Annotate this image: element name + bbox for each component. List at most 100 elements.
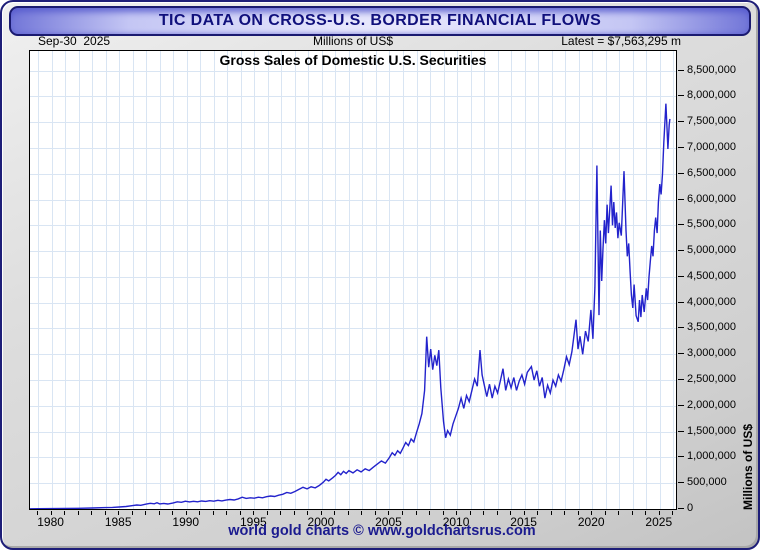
x-tick-label: 1995 [239,515,267,529]
x-tick [239,511,241,515]
window-titlebar: TIC DATA ON CROSS-U.S. BORDER FINANCIAL … [9,6,751,36]
y-tick-label: 6,000,000 [687,192,736,205]
credit-link[interactable]: world gold charts © www.goldchartsrus.co… [228,523,536,539]
y-tick [678,146,684,148]
y-tick [678,404,684,406]
x-tick [402,511,403,515]
x-tick [429,511,431,515]
x-tick [334,511,336,515]
y-tick [678,379,684,381]
y-tick-label: 500,000 [687,476,727,489]
x-tick [631,511,633,515]
y-tick-label: 3,000,000 [687,347,736,360]
x-tick [64,511,66,515]
x-tick [118,511,120,515]
y-tick [678,508,684,509]
x-tick [672,511,674,515]
y-tick-label: 1,500,000 [687,424,736,437]
y-tick-label: 2,500,000 [687,373,736,386]
x-tick-label: 2020 [577,515,605,529]
x-tick-label: 1985 [104,515,132,529]
y-tick [678,121,684,123]
y-tick [678,327,684,329]
x-tick [496,511,498,515]
x-tick [320,511,322,515]
x-tick [226,511,228,515]
x-tick-label: 2010 [442,515,470,529]
x-tick [510,511,512,515]
y-tick-label: 6,500,000 [687,166,736,179]
x-tick [37,511,39,515]
y-tick [678,430,684,432]
data-line [30,103,671,509]
chart-canvas [30,51,676,509]
subheader-row: Sep-30 2025 Millions of US$ Latest = $7,… [2,34,760,49]
y-tick [678,95,684,97]
x-tick [253,511,255,515]
chart-title: Gross Sales of Domestic U.S. Securities [219,52,487,68]
x-tick [361,511,363,515]
y-tick [678,301,684,303]
x-tick [104,511,106,515]
y-tick [678,250,684,252]
x-tick [145,511,147,515]
x-tick [604,511,606,515]
y-tick-label: 3,500,000 [687,321,736,334]
y-tick [678,482,684,484]
y-tick-label: 4,500,000 [687,269,736,282]
x-tick [523,511,525,515]
y-tick [678,198,684,200]
y-tick [678,172,684,174]
x-tick [537,511,539,515]
x-tick-label: 2000 [307,515,335,529]
x-tick [415,511,417,515]
x-tick [374,511,376,515]
x-tick [293,511,295,515]
x-tick [388,511,390,515]
chart-plot-area: Gross Sales of Domestic U.S. Securities [29,50,677,510]
x-tick [618,511,620,515]
x-tick [442,511,444,515]
x-tick [91,511,93,515]
x-tick [645,511,647,515]
x-tick-label: 1980 [37,515,64,529]
y-tick-label: 5,000,000 [687,244,736,257]
latest-value-label: Latest = $7,563,295 m [561,34,681,48]
y-tick-label: 8,500,000 [687,63,736,76]
x-tick [347,511,349,515]
x-tick [212,511,214,515]
y-tick-label: 2,000,000 [687,398,736,411]
x-tick [658,511,660,515]
report-date: Sep-30 2025 [38,34,111,48]
x-tick [483,511,485,515]
y-tick-label: 1,000,000 [687,450,736,463]
x-tick [172,511,174,515]
y-tick-label: 4,000,000 [687,295,736,308]
x-tick-label: 2025 [645,515,673,529]
x-tick-label: 2005 [375,515,402,529]
x-tick [77,511,79,515]
x-tick [591,511,593,515]
y-tick [678,224,684,226]
y-tick [678,275,684,277]
y-tick-label: 7,000,000 [687,140,736,153]
units-label: Millions of US$ [312,34,394,48]
x-tick [266,511,268,515]
y-tick-label: 5,500,000 [687,218,736,231]
x-tick [280,511,282,515]
x-tick [456,511,458,515]
x-tick [199,511,201,515]
y-tick [678,353,684,355]
x-tick-label: 1990 [172,515,200,529]
x-tick [307,511,309,515]
x-tick [50,511,52,515]
y-tick [678,456,684,458]
y-tick [678,69,684,71]
x-tick [131,511,133,515]
x-tick [158,511,160,515]
y-tick-label: 8,000,000 [687,89,736,102]
x-tick [469,511,471,515]
x-tick [185,511,187,515]
x-tick-label: 2015 [510,515,537,529]
